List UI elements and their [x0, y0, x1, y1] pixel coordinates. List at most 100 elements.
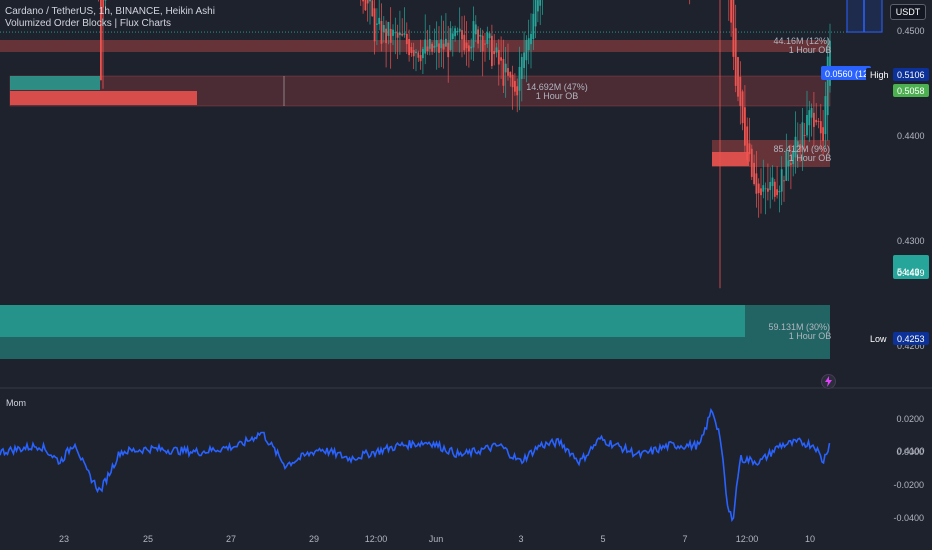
candle-body — [412, 50, 415, 57]
time-tick-label: 25 — [143, 534, 153, 544]
candle-body — [415, 51, 417, 54]
candle-body — [813, 112, 815, 127]
candle-body — [465, 42, 468, 49]
candle-body — [463, 34, 466, 51]
marker-price-badge: 0.5058 — [893, 84, 929, 97]
candle-body — [366, 0, 369, 4]
candle-body — [516, 86, 519, 96]
candle-body — [449, 28, 452, 50]
candle-body — [376, 23, 378, 25]
candle-body — [385, 28, 387, 44]
candle-body — [435, 40, 438, 47]
candle-body — [744, 107, 746, 146]
candle-body — [762, 185, 765, 192]
candle-body — [769, 181, 772, 191]
candle-body — [417, 52, 420, 58]
time-tick-label: 12:00 — [365, 534, 388, 544]
candle-body — [419, 55, 422, 62]
candle-body — [477, 29, 479, 44]
candle-body — [100, 0, 102, 81]
measure-badge[interactable]: 0.0560 (12 — [821, 66, 871, 80]
candle-body — [534, 0, 537, 27]
time-tick-label: 3 — [518, 534, 523, 544]
candle-body — [493, 50, 496, 55]
candle-body — [502, 58, 505, 86]
measure-badge-bg — [821, 66, 871, 80]
candle-body — [104, 0, 107, 1]
candle-body — [737, 57, 739, 97]
candle-body — [433, 45, 436, 48]
candle-body — [364, 0, 367, 11]
time-tick-label: Jun — [429, 534, 444, 544]
candle-body — [783, 180, 785, 182]
candle-body — [484, 43, 486, 45]
candle-body — [817, 121, 820, 122]
candle-body — [806, 115, 808, 136]
candle-body — [504, 63, 507, 73]
candle-body — [373, 8, 376, 42]
candle-body — [829, 40, 831, 86]
price-tick-label: 0.4300 — [897, 236, 925, 246]
price-tick-label: 0.4500 — [897, 26, 925, 36]
order-block-volume-bar-bear — [10, 91, 197, 105]
order-block-label: 1 Hour OB — [789, 331, 832, 341]
candle-body — [451, 33, 454, 40]
candle-body — [730, 0, 732, 23]
candle-body — [403, 33, 406, 35]
candle-body — [380, 21, 383, 44]
order-block-volume-label: 85.412M (9%) — [773, 144, 830, 154]
low-tag: Low — [866, 332, 892, 345]
order-block-volume-bar-bear — [712, 152, 749, 166]
candle-body — [796, 141, 799, 148]
time-tick-label: 5 — [600, 534, 605, 544]
time-tick-label: 7 — [682, 534, 687, 544]
candle-body — [787, 160, 790, 166]
candle-body — [495, 47, 498, 53]
candle-body — [748, 143, 751, 155]
candle-body — [819, 121, 822, 134]
candle-body — [732, 0, 735, 57]
candle-body — [479, 34, 482, 37]
candle-body — [773, 181, 776, 197]
candle-body — [810, 108, 813, 118]
candlestick-series — [98, 0, 831, 289]
candle-body — [389, 28, 392, 43]
candle-body — [399, 32, 401, 36]
candle-body — [387, 21, 390, 36]
price-tick-label: 0.4100 — [897, 446, 925, 456]
candle-body — [410, 47, 413, 54]
candle-body — [382, 25, 385, 33]
candle-body — [488, 33, 491, 39]
lightning-bolt-icon[interactable] — [821, 374, 836, 389]
currency-button[interactable]: USDT — [890, 4, 926, 20]
low-price-badge: 0.4253 — [893, 332, 929, 345]
candle-body — [396, 32, 399, 38]
order-block-label: 1 Hour OB — [789, 45, 832, 55]
candle-body — [514, 80, 516, 92]
low-tag-bg — [866, 332, 892, 345]
time-tick-label: 27 — [226, 534, 236, 544]
candle-body — [826, 56, 829, 116]
candle-body — [785, 151, 788, 181]
candle-body — [520, 57, 523, 79]
candle-body — [537, 0, 539, 12]
candle-body — [801, 122, 804, 148]
candle-body — [392, 29, 394, 36]
candle-body — [755, 173, 758, 194]
candle-body — [824, 96, 827, 135]
countdown-timer: 54:43 — [897, 267, 920, 277]
order-block-volume-bar-bull — [0, 305, 745, 337]
indicator-title: Volumized Order Blocks | Flux Charts — [5, 18, 171, 29]
candle-body — [815, 119, 818, 123]
momentum-tick-label: -0.0200 — [893, 480, 924, 490]
current-price-badge-text: 0.4499 — [897, 268, 925, 278]
candle-body — [442, 43, 445, 50]
candle-body — [767, 188, 769, 192]
momentum-tick-label: 0.0000 — [896, 447, 924, 457]
candle-body — [746, 126, 749, 161]
candle-body — [474, 24, 477, 35]
high-price-badge: 0.5106 — [893, 68, 929, 81]
